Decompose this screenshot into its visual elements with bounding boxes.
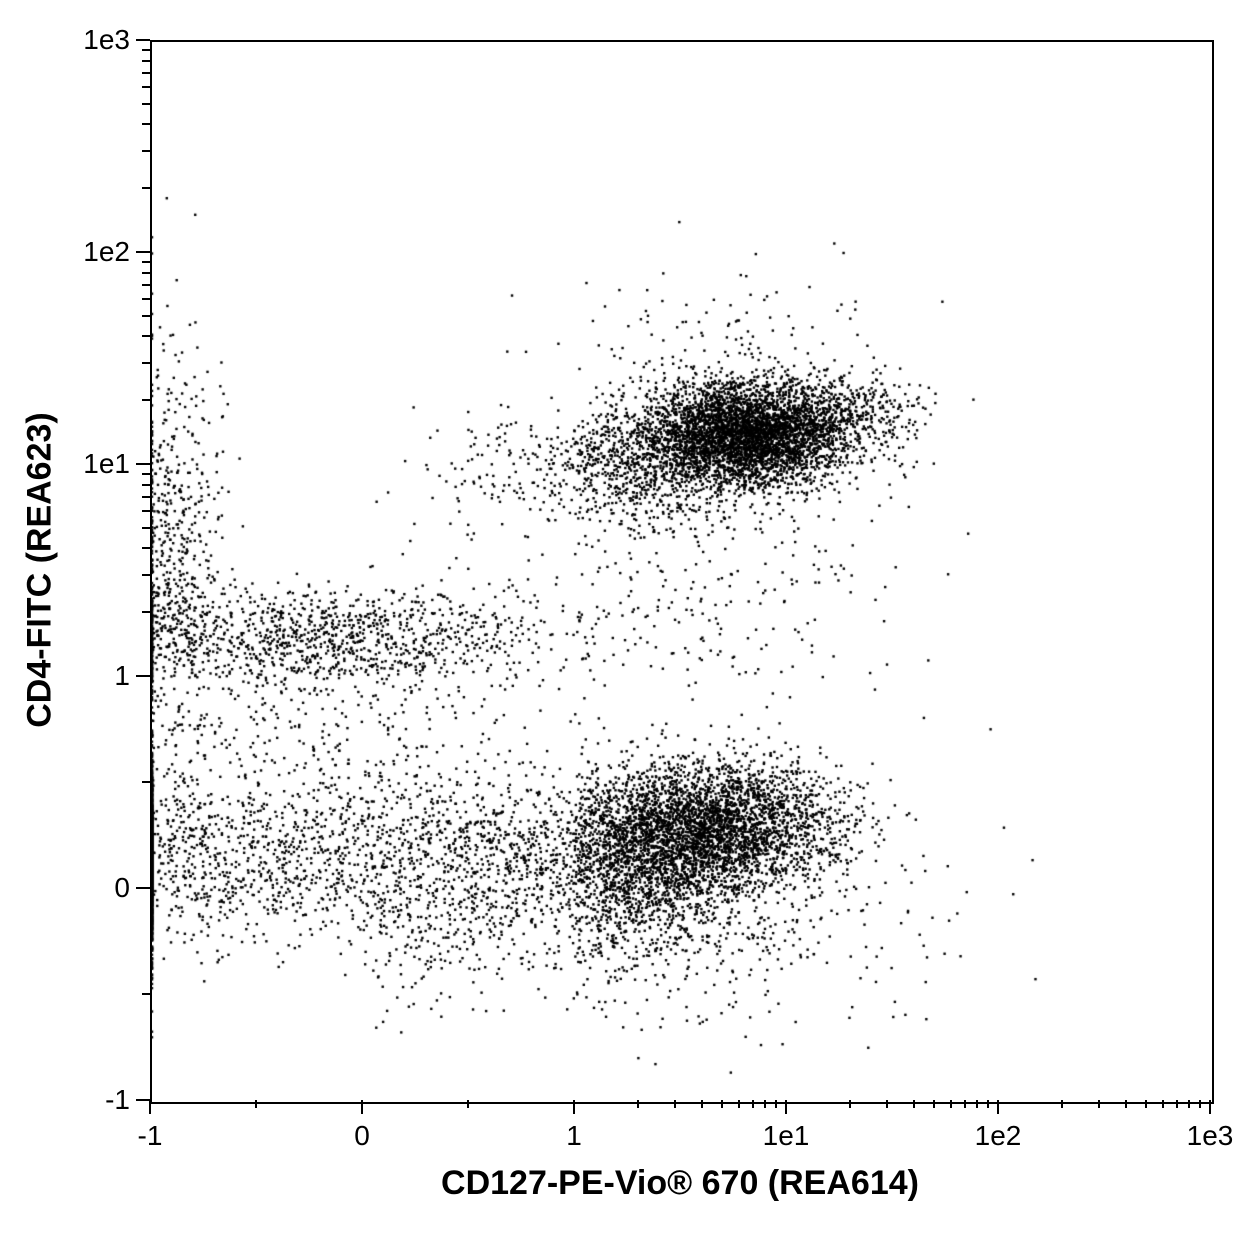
y-tick-label: 1e3 — [83, 24, 130, 56]
plot-area — [150, 40, 1214, 1104]
y-tick — [136, 887, 150, 889]
x-tick — [255, 1100, 257, 1108]
y-tick — [142, 86, 150, 88]
y-tick — [142, 150, 150, 152]
x-tick-label: 1 — [566, 1120, 582, 1152]
y-tick — [142, 60, 150, 62]
x-tick-label: 1e2 — [975, 1120, 1022, 1152]
y-axis-label: CD4-FITC (REA623) — [21, 412, 60, 727]
x-tick — [933, 1100, 935, 1108]
x-tick — [752, 1100, 754, 1108]
x-tick — [721, 1100, 723, 1108]
y-tick — [136, 1099, 150, 1101]
y-tick — [136, 675, 150, 677]
y-tick — [142, 496, 150, 498]
x-tick — [785, 1100, 787, 1114]
x-tick-label: 1e1 — [763, 1120, 810, 1152]
y-tick — [142, 284, 150, 286]
x-tick — [886, 1100, 888, 1108]
y-tick — [142, 547, 150, 549]
y-tick — [142, 362, 150, 364]
x-tick — [849, 1100, 851, 1108]
x-tick — [1176, 1100, 1178, 1108]
x-tick — [1125, 1100, 1127, 1108]
x-tick — [764, 1100, 766, 1108]
scatter-points — [152, 42, 1212, 1102]
y-tick — [142, 484, 150, 486]
y-tick — [142, 781, 150, 783]
x-tick-label: 1e3 — [1187, 1120, 1234, 1152]
y-tick — [142, 298, 150, 300]
x-tick — [987, 1100, 989, 1108]
x-tick-label: -1 — [138, 1120, 163, 1152]
x-tick — [361, 1100, 363, 1114]
x-tick — [775, 1100, 777, 1108]
x-axis-label: CD127-PE-Vio® 670 (REA614) — [441, 1164, 919, 1203]
y-tick — [142, 399, 150, 401]
x-tick — [674, 1100, 676, 1108]
y-tick-label: 0 — [114, 872, 130, 904]
y-tick — [142, 123, 150, 125]
x-tick — [573, 1100, 575, 1114]
y-tick — [142, 187, 150, 189]
y-tick — [142, 993, 150, 995]
y-tick — [142, 315, 150, 317]
y-tick-label: 1 — [114, 660, 130, 692]
y-tick — [142, 103, 150, 105]
y-tick-label: 1e2 — [83, 236, 130, 268]
y-tick — [142, 261, 150, 263]
x-tick — [637, 1100, 639, 1108]
y-tick — [142, 527, 150, 529]
y-tick — [142, 611, 150, 613]
x-tick — [1199, 1100, 1201, 1108]
y-tick-label: -1 — [105, 1084, 130, 1116]
x-tick — [1162, 1100, 1164, 1108]
y-tick — [136, 39, 150, 41]
y-tick — [142, 49, 150, 51]
y-tick — [142, 72, 150, 74]
x-tick-label: 0 — [354, 1120, 370, 1152]
y-tick — [142, 574, 150, 576]
x-tick — [149, 1100, 151, 1114]
y-tick — [142, 473, 150, 475]
flow-cytometry-scatter: -1 0 1 1e1 1e2 1e3 -1 0 1 1e1 1e2 1e3 CD127-PE-Vio… — [0, 0, 1250, 1250]
x-tick — [701, 1100, 703, 1108]
x-tick — [467, 1100, 469, 1108]
x-tick — [1188, 1100, 1190, 1108]
y-tick — [142, 510, 150, 512]
y-tick — [136, 463, 150, 465]
y-tick — [136, 251, 150, 253]
x-tick — [1098, 1100, 1100, 1108]
y-tick — [142, 272, 150, 274]
x-tick — [738, 1100, 740, 1108]
x-tick — [1145, 1100, 1147, 1108]
x-tick — [1061, 1100, 1063, 1108]
x-tick — [997, 1100, 999, 1114]
y-tick-label: 1e1 — [83, 448, 130, 480]
x-tick — [964, 1100, 966, 1108]
x-tick — [976, 1100, 978, 1108]
y-tick — [142, 335, 150, 337]
x-tick — [950, 1100, 952, 1108]
x-tick — [1209, 1100, 1211, 1114]
x-tick — [913, 1100, 915, 1108]
